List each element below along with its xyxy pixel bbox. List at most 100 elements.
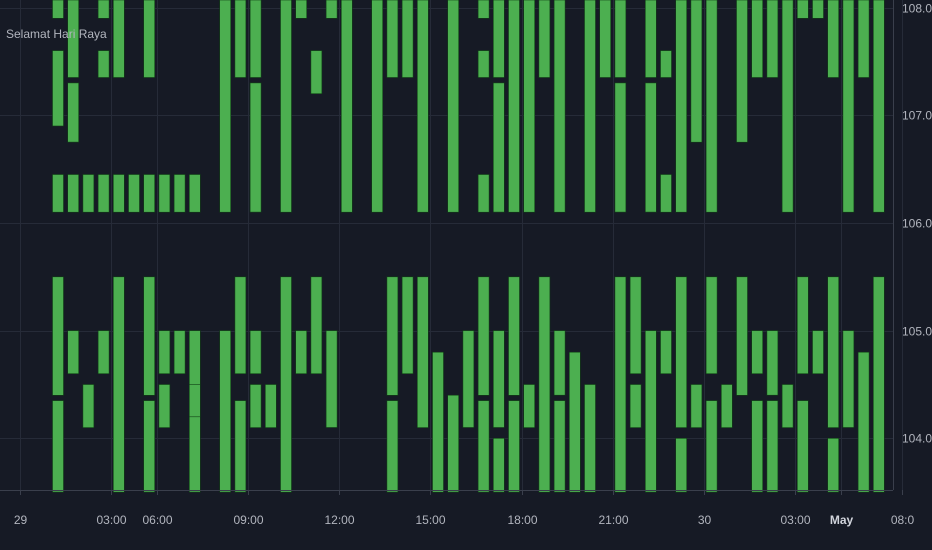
- candle: [174, 331, 185, 374]
- candle: [843, 0, 854, 212]
- candle: [493, 438, 504, 492]
- candle: [737, 277, 748, 396]
- candle: [828, 0, 839, 78]
- candle: [873, 0, 884, 212]
- time-axis-label: 21:00: [598, 513, 628, 527]
- time-axis-label: 06:00: [142, 513, 172, 527]
- candle: [478, 51, 489, 78]
- candle: [767, 331, 778, 396]
- price-axis-label: 105.00: [902, 325, 932, 339]
- candle: [767, 401, 778, 493]
- candle: [706, 277, 717, 374]
- candle: [220, 331, 231, 493]
- candle: [159, 331, 170, 374]
- candle: [828, 277, 839, 428]
- candle: [524, 0, 535, 212]
- candle: [326, 331, 337, 428]
- candle: [448, 0, 459, 212]
- candle: [433, 352, 444, 492]
- candle: [265, 385, 276, 428]
- candle: [645, 0, 656, 78]
- candle: [68, 83, 79, 142]
- candle: [630, 385, 641, 428]
- candle: [478, 401, 489, 493]
- candle: [797, 277, 808, 374]
- candle: [311, 277, 322, 374]
- time-axis-label: 08:0: [891, 513, 915, 527]
- candle: [585, 385, 596, 493]
- candle: [797, 401, 808, 493]
- candle: [98, 51, 109, 78]
- candle: [250, 331, 261, 374]
- candle: [737, 0, 748, 142]
- time-axis-label: 15:00: [415, 513, 445, 527]
- candle: [539, 0, 550, 78]
- time-axis-label: 30: [698, 513, 712, 527]
- candle: [782, 0, 793, 212]
- candle: [478, 0, 489, 18]
- candle: [448, 395, 459, 492]
- candle: [250, 83, 261, 212]
- candle: [68, 331, 79, 374]
- candle: [676, 277, 687, 428]
- candle: [144, 277, 155, 396]
- candle: [113, 0, 124, 78]
- candle: [387, 401, 398, 493]
- candle: [68, 175, 79, 213]
- candle: [281, 0, 292, 212]
- candle: [144, 0, 155, 78]
- candle: [98, 331, 109, 374]
- candle: [782, 385, 793, 428]
- time-axis-label: 29: [14, 513, 28, 527]
- candle: [387, 277, 398, 396]
- candle: [615, 0, 626, 78]
- candle: [661, 51, 672, 78]
- candle: [615, 277, 626, 492]
- candle: [509, 0, 520, 212]
- candle: [569, 352, 580, 492]
- candle: [478, 277, 489, 396]
- candle: [53, 51, 64, 126]
- candle: [752, 331, 763, 374]
- time-axis-label: May: [830, 513, 854, 527]
- candle: [311, 51, 322, 94]
- time-axis-label: 03:00: [780, 513, 810, 527]
- candle: [676, 0, 687, 212]
- candle: [554, 0, 565, 212]
- candle: [98, 175, 109, 213]
- candle: [189, 385, 200, 417]
- time-axis-label: 18:00: [507, 513, 537, 527]
- candle: [296, 0, 307, 18]
- candle: [691, 0, 702, 142]
- candle: [554, 401, 565, 493]
- candle: [341, 0, 352, 212]
- candle: [706, 401, 717, 493]
- candle: [144, 401, 155, 493]
- candle: [113, 175, 124, 213]
- candle: [372, 0, 383, 212]
- candle: [645, 83, 656, 212]
- candle: [600, 0, 611, 78]
- candle: [53, 277, 64, 396]
- candle: [250, 385, 261, 428]
- price-axis-label: 104.00: [902, 432, 932, 446]
- candle: [53, 175, 64, 213]
- candle: [813, 0, 824, 18]
- time-axis-label: 12:00: [324, 513, 354, 527]
- candle: [813, 331, 824, 374]
- candle: [752, 0, 763, 78]
- candle: [797, 0, 808, 18]
- candle: [220, 0, 231, 212]
- candle: [509, 277, 520, 396]
- candle: [706, 0, 717, 212]
- chart-title: Selamat Hari Raya: [6, 27, 107, 41]
- candle: [402, 0, 413, 78]
- candle: [630, 277, 641, 374]
- candle: [174, 175, 185, 213]
- candle: [387, 0, 398, 78]
- candle: [129, 175, 140, 213]
- candle: [721, 385, 732, 428]
- candle: [661, 175, 672, 213]
